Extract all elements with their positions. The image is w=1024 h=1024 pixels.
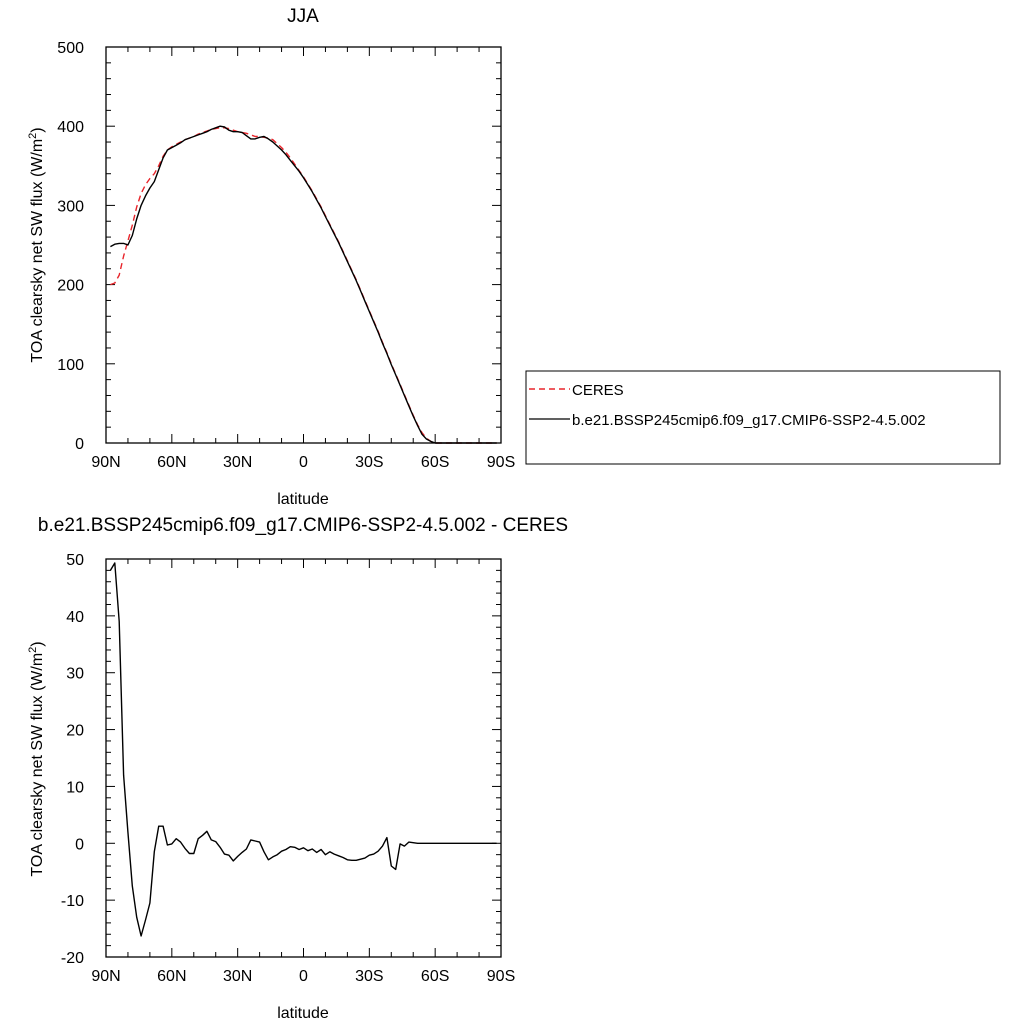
y-tick-label: 400 [57, 119, 84, 136]
x-tick-label: 90N [91, 454, 120, 471]
y-tick-label: 500 [57, 40, 84, 57]
y-tick-label: 30 [66, 666, 84, 683]
panel-top: JJA 90N 60N 30N 0 30S 60S 90S0100200300400500 … [27, 6, 515, 508]
legend-box [525, 370, 1001, 465]
y-tick-label: 100 [57, 357, 84, 374]
top-series-layer [110, 125, 497, 444]
legend-label-ceres: CERES [572, 382, 624, 399]
x-tick-label: 90N [91, 968, 120, 985]
y-tick-label: 10 [66, 779, 84, 796]
legend: CERES b.e21.BSSP245cmip6.f09_g17.CMIP6-S… [525, 370, 1001, 465]
y-axis-label-bottom: TOA clearsky net SW flux (W/m2) [27, 641, 46, 876]
x-tick-label: 0 [299, 454, 308, 471]
x-tick-label: 60S [421, 968, 449, 985]
top-gridline-layer [105, 46, 502, 444]
top-series-line-model [110, 125, 497, 444]
x-axis-label-top: latitude [277, 491, 329, 508]
x-tick-label: 90S [487, 968, 515, 985]
bottom-gridline-layer [105, 558, 502, 958]
chart-title-bottom: b.e21.BSSP245cmip6.f09_g17.CMIP6-SSP2-4.… [38, 515, 568, 536]
plot-frame-top [105, 46, 502, 444]
x-tick-label: 30S [355, 454, 383, 471]
y-tick-label: 0 [75, 436, 84, 453]
bottom-series-layer [109, 562, 497, 937]
bottom-tick-labels: 90N 60N 30N 0 30S 60S 90S -20 -10 0 10 20 30 40 50 [61, 552, 515, 985]
y-tick-label: 0 [75, 836, 84, 853]
x-tick-label: 60S [421, 454, 449, 471]
y-tick-label: -20 [61, 950, 84, 967]
plot-frame-bottom [105, 558, 502, 958]
y-tick-label: 200 [57, 278, 84, 295]
y-tick-label: 40 [66, 609, 84, 626]
y-axis-label-top: TOA clearsky net SW flux (W/m2) [27, 127, 46, 362]
top-tick-labels: 90N 60N 30N 0 30S 60S 90S 0 100 200 300 400 500 [57, 40, 515, 471]
x-tick-label: 30N [223, 968, 252, 985]
x-tick-label: 90S [487, 454, 515, 471]
y-tick-label: 300 [57, 198, 84, 215]
x-axis-label-bottom: latitude [277, 1005, 329, 1022]
top-series-line-ceres [110, 127, 497, 444]
chart-title-top: JJA [287, 6, 319, 27]
x-tick-label: 60N [157, 968, 186, 985]
x-tick-label: 0 [299, 968, 308, 985]
bottom-series-line-difference [109, 562, 497, 937]
x-tick-label: 30S [355, 968, 383, 985]
x-tick-label: 30N [223, 454, 252, 471]
legend-label-model: b.e21.BSSP245cmip6.f09_g17.CMIP6-SSP2-4.… [572, 412, 926, 429]
panel-bottom: b.e21.BSSP245cmip6.f09_g17.CMIP6-SSP2-4.… [27, 515, 568, 1022]
y-tick-label: 50 [66, 552, 84, 569]
y-tick-label: 20 [66, 723, 84, 740]
y-tick-label: -10 [61, 893, 84, 910]
x-tick-label: 60N [157, 454, 186, 471]
